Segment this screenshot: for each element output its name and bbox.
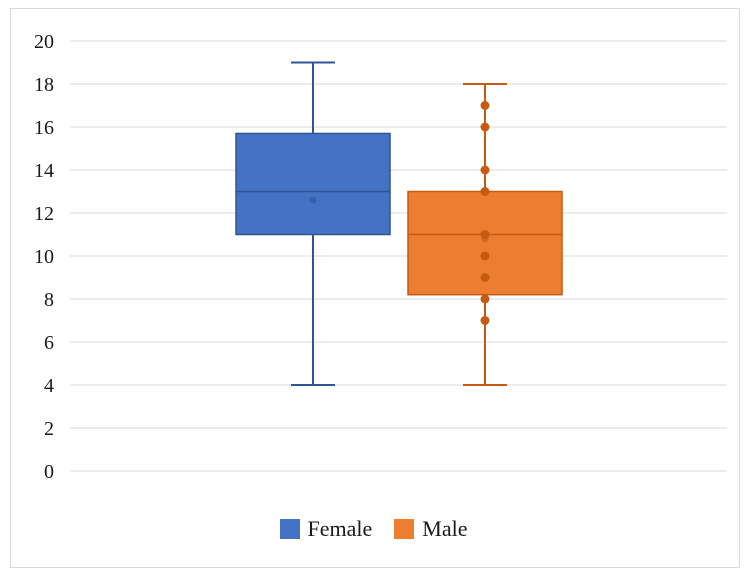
legend-swatch-male — [394, 519, 415, 539]
box-female — [235, 61, 391, 386]
data-point-male-7 — [480, 294, 490, 304]
y-tick-label-10: 10 — [34, 246, 54, 268]
legend-label-male: Male — [422, 516, 468, 541]
mean-marker-female — [309, 196, 317, 204]
data-point-male-1 — [480, 122, 490, 132]
iqr-box-female — [235, 132, 391, 236]
boxes — [235, 61, 563, 386]
legend-swatch-female — [279, 519, 300, 539]
legend-item-female: Female — [279, 516, 373, 542]
legend-label-female: Female — [307, 516, 373, 541]
y-tick-label-20: 20 — [34, 31, 54, 53]
gridlines — [70, 40, 727, 472]
y-tick-label-8: 8 — [44, 289, 54, 311]
data-point-male-0 — [480, 101, 490, 110]
data-point-male-6 — [480, 273, 490, 282]
data-point-male-3 — [480, 187, 490, 196]
y-axis-ticks: 0 2 4 6 8 10 12 14 16 18 20 — [34, 31, 54, 483]
y-tick-label-2: 2 — [44, 418, 54, 440]
y-tick-label-16: 16 — [34, 117, 54, 139]
data-point-male-4 — [480, 230, 490, 239]
y-tick-label-4: 4 — [44, 375, 54, 397]
y-tick-label-18: 18 — [34, 74, 54, 96]
data-point-male-2 — [480, 165, 490, 175]
y-tick-label-6: 6 — [44, 332, 54, 354]
y-tick-label-14: 14 — [34, 160, 54, 182]
box-male — [407, 83, 563, 386]
y-tick-label-0: 0 — [44, 461, 54, 483]
y-tick-label-12: 12 — [34, 203, 54, 225]
data-point-male-5 — [480, 251, 490, 261]
legend-item-male: Male — [394, 516, 467, 542]
data-point-male-8 — [480, 316, 490, 325]
chart-frame — [10, 8, 740, 568]
legend: Female Male — [0, 516, 747, 542]
